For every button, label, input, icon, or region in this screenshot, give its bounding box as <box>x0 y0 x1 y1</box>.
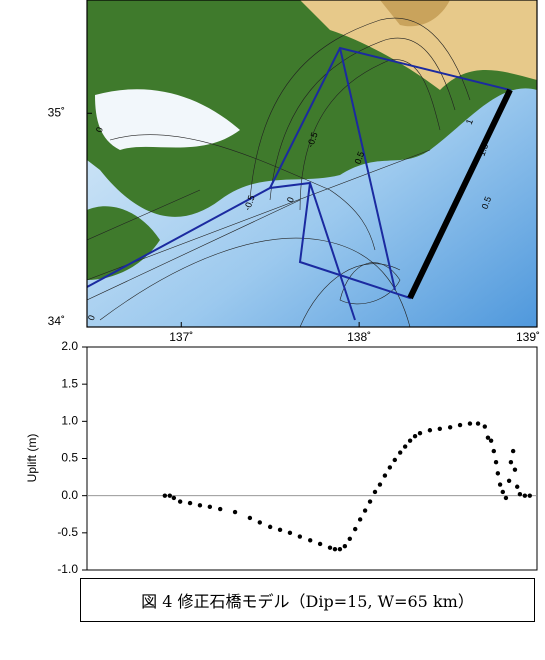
plot-frame <box>87 347 537 570</box>
map <box>87 0 537 327</box>
data-point <box>458 423 462 427</box>
data-point <box>172 496 176 500</box>
data-point <box>338 547 342 551</box>
data-point <box>523 493 527 497</box>
data-point <box>298 534 302 538</box>
map-y-tick-label: 35˚ <box>48 105 65 119</box>
data-point <box>501 490 505 494</box>
map-y-tick-label: 34˚ <box>48 314 65 328</box>
data-point <box>248 516 252 520</box>
y-axis-label: Uplift (m) <box>25 434 39 483</box>
data-point <box>363 508 367 512</box>
data-point <box>318 542 322 546</box>
data-point <box>515 485 519 489</box>
data-point <box>218 507 222 511</box>
data-point <box>408 438 412 442</box>
data-point <box>373 490 377 494</box>
data-point <box>168 493 172 497</box>
data-point <box>258 520 262 524</box>
map-x-tick-label: 137˚ <box>169 330 193 344</box>
data-point <box>198 503 202 507</box>
data-point <box>358 517 362 521</box>
data-point <box>492 449 496 453</box>
data-point <box>448 425 452 429</box>
data-point <box>507 479 511 483</box>
data-point <box>328 546 332 550</box>
y-tick-label: 0.0 <box>61 488 78 502</box>
data-point <box>393 458 397 462</box>
y-tick-label: 2.0 <box>61 339 78 353</box>
data-point <box>208 505 212 509</box>
data-point <box>278 528 282 532</box>
data-point <box>268 525 272 529</box>
data-point <box>504 496 508 500</box>
data-point <box>188 501 192 505</box>
data-point <box>438 427 442 431</box>
figure-caption: 図 4 修正石橋モデル（Dip=15, W=65 km） <box>80 578 535 622</box>
data-point <box>428 428 432 432</box>
map-x-tick-label: 139˚ <box>516 330 540 344</box>
data-point <box>483 424 487 428</box>
data-point <box>413 434 417 438</box>
data-point <box>383 473 387 477</box>
data-point <box>468 421 472 425</box>
data-point <box>496 471 500 475</box>
data-point <box>476 421 480 425</box>
map-x-tick-label: 138˚ <box>347 330 371 344</box>
y-tick-label: -1.0 <box>57 562 78 576</box>
data-point <box>308 538 312 542</box>
data-point <box>348 537 352 541</box>
data-point <box>368 499 372 503</box>
data-point <box>333 547 337 551</box>
y-tick-label: 0.5 <box>61 451 78 465</box>
data-point <box>498 482 502 486</box>
data-point <box>233 510 237 514</box>
data-point <box>353 527 357 531</box>
data-point <box>509 460 513 464</box>
data-point <box>511 449 515 453</box>
y-tick-label: 1.0 <box>61 414 78 428</box>
data-point <box>388 465 392 469</box>
data-point <box>343 544 347 548</box>
data-point <box>494 460 498 464</box>
data-point <box>403 444 407 448</box>
y-tick-label: 1.5 <box>61 376 78 390</box>
data-point <box>489 438 493 442</box>
data-point <box>178 499 182 503</box>
figure: Uplift (m) 137˚138˚139˚34˚35˚-0.50.511.5… <box>0 0 545 578</box>
data-point <box>528 493 532 497</box>
y-tick-label: -0.5 <box>57 525 78 539</box>
data-point <box>518 492 522 496</box>
data-point <box>418 431 422 435</box>
data-point <box>513 467 517 471</box>
data-point <box>378 482 382 486</box>
data-point <box>398 450 402 454</box>
page: Uplift (m) 137˚138˚139˚34˚35˚-0.50.511.5… <box>0 0 545 660</box>
data-point <box>163 493 167 497</box>
data-point <box>288 531 292 535</box>
